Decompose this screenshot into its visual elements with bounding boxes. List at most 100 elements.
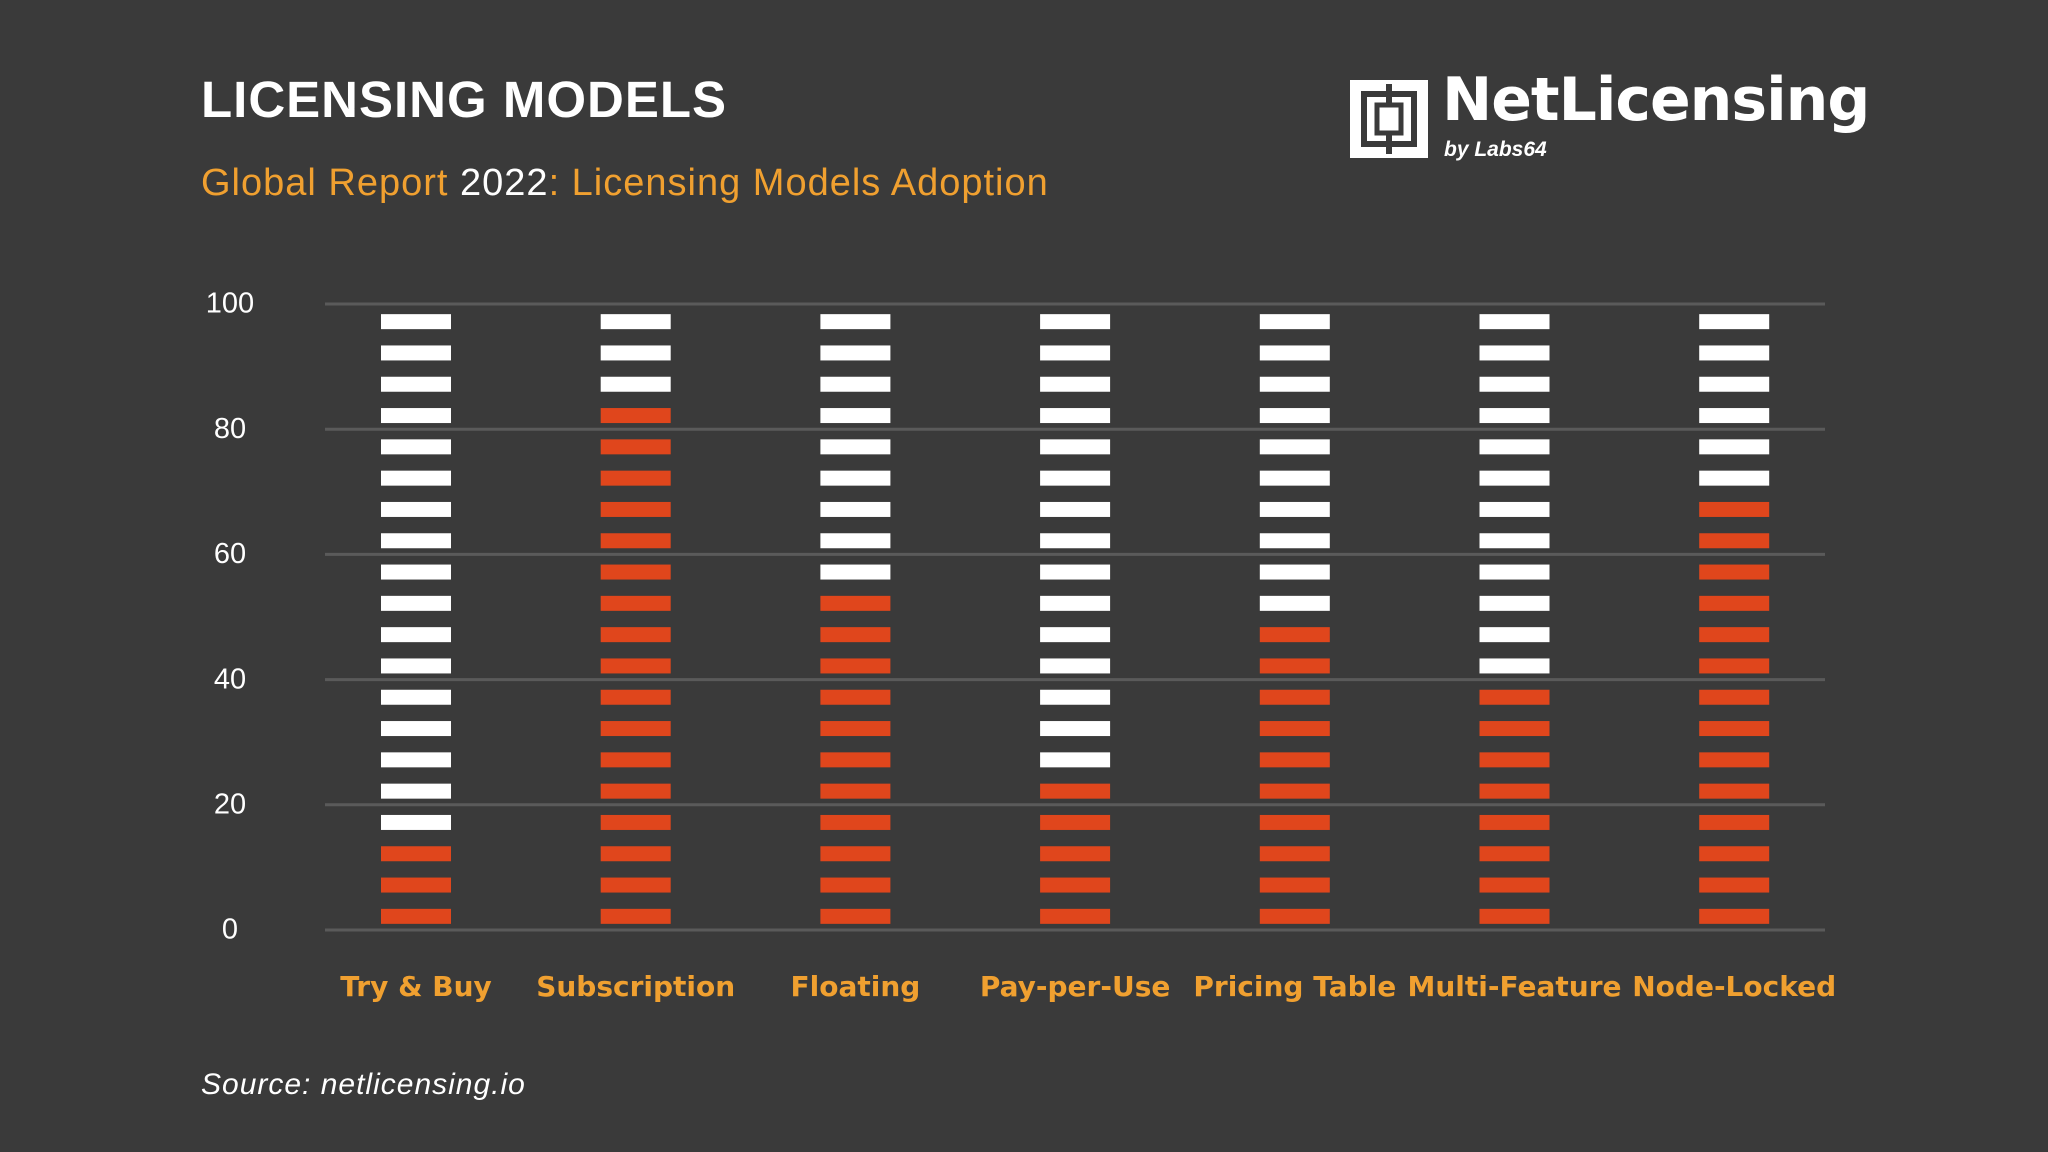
bar-segment-remaining xyxy=(1699,408,1770,424)
bar-segment-adopted xyxy=(1479,752,1550,768)
bar-segment-remaining xyxy=(1040,314,1111,330)
bar-segment-remaining xyxy=(381,470,451,486)
bar-segment-adopted xyxy=(820,595,891,611)
bar-segment-remaining xyxy=(1479,439,1550,455)
bar-segment-adopted xyxy=(600,627,671,643)
bars xyxy=(381,314,1770,924)
bar-segment-adopted xyxy=(820,689,891,705)
logo-wordmark: NetLicensing xyxy=(1442,65,1870,135)
bar-segment-adopted xyxy=(1259,689,1330,705)
bar-segment-adopted xyxy=(820,877,891,893)
bar-segment-remaining xyxy=(1479,533,1550,549)
bar-segment-adopted xyxy=(1699,501,1770,517)
bar-segment-adopted xyxy=(381,846,451,862)
bar-segment-remaining xyxy=(381,439,451,455)
bar-segment-adopted xyxy=(1259,721,1330,737)
logo-byline: by Labs64 xyxy=(1444,138,1547,161)
bar-segment-adopted xyxy=(1699,564,1770,580)
bar-segment-adopted xyxy=(600,439,671,455)
bar-segment-remaining xyxy=(1259,564,1330,580)
bar-6 xyxy=(1699,314,1770,924)
category-label: Node-Locked xyxy=(1632,970,1836,1003)
subtitle-text-end: : Licensing Models Adoption xyxy=(548,162,1049,204)
bar-segment-remaining xyxy=(1259,314,1330,330)
netlicensing-logo: NetLicensing by Labs64 xyxy=(1350,70,1870,164)
bar-segment-adopted xyxy=(600,408,671,424)
bar-segment-remaining xyxy=(1040,439,1111,455)
category-label: Subscription xyxy=(536,970,735,1003)
source-note: Source: netlicensing.io xyxy=(201,1068,526,1101)
bar-segment-adopted xyxy=(1699,877,1770,893)
bar-segment-adopted xyxy=(820,783,891,799)
bar-segment-adopted xyxy=(1699,814,1770,830)
bar-segment-adopted xyxy=(1259,846,1330,862)
bar-segment-remaining xyxy=(1699,470,1770,486)
bar-segment-adopted xyxy=(1699,689,1770,705)
y-tick-label: 40 xyxy=(214,663,246,695)
bar-segment-remaining xyxy=(1259,376,1330,392)
bar-segment-remaining xyxy=(1040,470,1111,486)
bar-segment-remaining xyxy=(1259,439,1330,455)
bar-segment-adopted xyxy=(1259,783,1330,799)
bar-segment-remaining xyxy=(600,376,671,392)
bar-1 xyxy=(600,314,671,924)
bar-segment-adopted xyxy=(1699,595,1770,611)
bar-segment-remaining xyxy=(381,533,451,549)
bar-segment-adopted xyxy=(820,627,891,643)
bar-segment-remaining xyxy=(1040,658,1111,674)
bar-segment-remaining xyxy=(381,376,451,392)
bar-segment-adopted xyxy=(820,908,891,924)
bar-segment-remaining xyxy=(381,783,451,799)
category-label: Floating xyxy=(790,970,920,1003)
bar-segment-remaining xyxy=(381,564,451,580)
bar-segment-adopted xyxy=(600,752,671,768)
y-tick-label: 60 xyxy=(214,538,246,570)
bar-segment-remaining xyxy=(1479,564,1550,580)
bar-segment-adopted xyxy=(1699,658,1770,674)
bar-segment-adopted xyxy=(1259,814,1330,830)
netlicensing-logo-icon xyxy=(1350,80,1428,158)
bar-segment-remaining xyxy=(381,658,451,674)
bar-segment-remaining xyxy=(1479,595,1550,611)
bar-segment-adopted xyxy=(1699,846,1770,862)
bar-segment-remaining xyxy=(820,376,891,392)
bar-segment-adopted xyxy=(820,752,891,768)
bar-segment-adopted xyxy=(600,908,671,924)
y-tick-label: 20 xyxy=(214,788,246,820)
category-label: Multi-Feature xyxy=(1408,970,1622,1003)
bar-segment-adopted xyxy=(820,721,891,737)
bar-2 xyxy=(820,314,891,924)
bar-segment-remaining xyxy=(1479,376,1550,392)
bar-segment-remaining xyxy=(820,439,891,455)
bar-segment-remaining xyxy=(1040,752,1111,768)
bar-segment-adopted xyxy=(600,814,671,830)
bar-3 xyxy=(1040,314,1111,924)
bar-segment-remaining xyxy=(600,314,671,330)
bar-segment-adopted xyxy=(1479,689,1550,705)
bar-segment-adopted xyxy=(1040,846,1111,862)
bar-segment-adopted xyxy=(1479,783,1550,799)
bar-segment-adopted xyxy=(1040,877,1111,893)
bar-segment-adopted xyxy=(1479,814,1550,830)
bar-segment-remaining xyxy=(1040,627,1111,643)
bar-segment-remaining xyxy=(1040,721,1111,737)
y-tick-label: 100 xyxy=(206,288,254,320)
bar-segment-adopted xyxy=(1479,877,1550,893)
bar-segment-adopted xyxy=(1699,752,1770,768)
bar-segment-remaining xyxy=(600,345,671,361)
bar-segment-adopted xyxy=(1699,783,1770,799)
bar-segment-remaining xyxy=(1479,314,1550,330)
bar-segment-remaining xyxy=(1040,689,1111,705)
bar-segment-adopted xyxy=(1699,533,1770,549)
bar-segment-adopted xyxy=(1040,783,1111,799)
category-label: Pricing Table xyxy=(1193,970,1396,1003)
bar-segment-remaining xyxy=(381,814,451,830)
bar-segment-remaining xyxy=(820,501,891,517)
bar-segment-adopted xyxy=(1699,908,1770,924)
bar-segment-remaining xyxy=(1040,595,1111,611)
bar-segment-remaining xyxy=(820,408,891,424)
bar-segment-adopted xyxy=(1479,721,1550,737)
bar-segment-adopted xyxy=(1699,721,1770,737)
bar-segment-adopted xyxy=(600,846,671,862)
